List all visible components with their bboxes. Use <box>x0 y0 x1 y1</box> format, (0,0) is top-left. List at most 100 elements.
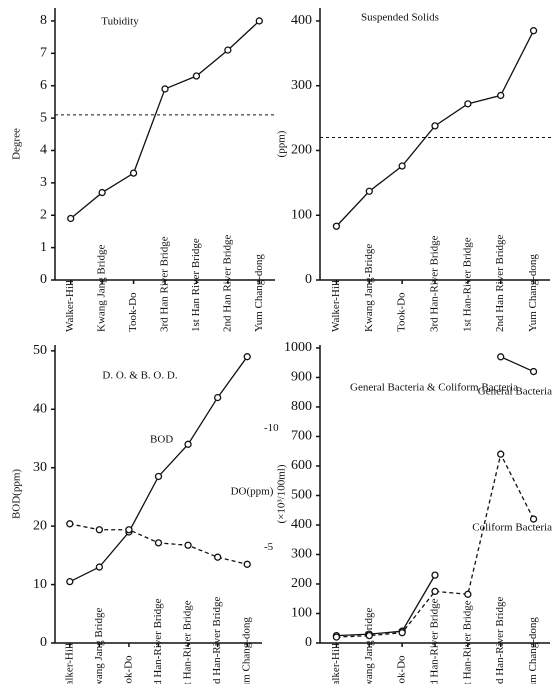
data-point <box>431 571 439 579</box>
x-tick-label: Kwang Jang Bridge <box>363 608 375 684</box>
x-tick-label: 2nd Han River Bridge <box>494 234 506 332</box>
y-tick-label: 300 <box>291 78 312 93</box>
data-point <box>154 539 163 547</box>
chart-title: Suspended Solids <box>361 12 439 24</box>
y-tick-label: 0 <box>40 635 47 650</box>
series-label: General Bacteria <box>478 386 552 398</box>
data-point <box>95 563 104 571</box>
x-tick-label: Yum Chang-dong <box>527 617 539 684</box>
y-tick-label: 6 <box>40 78 47 93</box>
y-tick-label: 50 <box>33 343 47 358</box>
data-point <box>398 162 406 170</box>
data-point <box>529 515 538 523</box>
data-point <box>184 541 192 549</box>
x-tick-label: 1st Han-River Bridge <box>182 600 194 684</box>
y-tick-label: 0 <box>305 635 312 650</box>
x-tick-label: 1st Han-River Bridge <box>461 237 473 332</box>
x-tick-label: Walker-Hill <box>63 643 75 684</box>
chart-title: General Bacteria & Coliform Bacteria <box>350 382 518 394</box>
y-tick-label: 600 <box>291 458 312 473</box>
x-tick-label: 3rd Han River Bridge <box>159 236 171 332</box>
y2-tick-label: -10 <box>264 422 279 434</box>
data-point <box>529 27 538 35</box>
data-point <box>243 353 251 361</box>
y-tick-label: 1000 <box>284 340 312 355</box>
y-tick-label: 40 <box>33 401 47 416</box>
data-point <box>125 526 133 534</box>
y-tick-label: 2 <box>40 207 47 222</box>
y-tick-label: 4 <box>40 143 47 158</box>
x-tick-label: Took-Do <box>122 655 134 684</box>
y-tick-label: 400 <box>291 517 312 532</box>
x-tick-label: 2nd Han River Bridge <box>221 234 233 332</box>
x-tick-label: Kwang Jang Bridge <box>93 608 105 684</box>
y-tick-label: 0 <box>40 272 47 287</box>
y-tick-label: 400 <box>291 13 312 28</box>
data-point <box>224 46 232 54</box>
data-point <box>255 17 263 25</box>
data-point <box>66 520 74 528</box>
data-point <box>66 577 74 586</box>
y-tick-label: 30 <box>33 460 47 475</box>
y-tick-label: 8 <box>40 13 47 28</box>
chart-title: Tubidity <box>101 16 139 28</box>
y-tick-label: 20 <box>33 518 47 533</box>
series-label: BOD <box>150 434 173 446</box>
data-point <box>431 122 439 130</box>
data-point <box>529 367 538 376</box>
y-tick-label: 7 <box>40 46 47 61</box>
y-tick-label: 0 <box>305 272 312 287</box>
data-point <box>398 629 406 637</box>
x-tick-label: 2nd Han-River Bridge <box>211 597 223 684</box>
x-tick-label: Walker-Hill <box>330 280 342 332</box>
data-point <box>67 214 75 223</box>
y-tick-label: 900 <box>291 370 312 385</box>
chart-title: D. O. & B. O. D. <box>102 370 177 382</box>
series-line <box>336 574 436 637</box>
x-tick-label: 2nd Han-River Bridge <box>494 597 506 684</box>
y-tick-label: 200 <box>291 143 312 158</box>
x-tick-label: Kwang Jang Bridge <box>96 245 108 332</box>
x-tick-label: Took-Do <box>396 292 408 332</box>
data-point <box>129 169 138 177</box>
y2-tick-label: -5 <box>264 541 274 553</box>
data-point <box>365 187 373 195</box>
y-tick-label: 700 <box>291 429 312 444</box>
data-point <box>161 85 169 93</box>
data-point <box>213 553 222 561</box>
x-tick-label: 1st Han River Bridge <box>190 238 202 332</box>
x-tick-label: Yum Chang-dong <box>253 254 265 332</box>
series-label: DO(ppm) <box>231 486 274 498</box>
x-tick-label: Took-Do <box>127 292 139 332</box>
x-tick-label: Walker-Hill <box>330 643 342 684</box>
x-tick-label: Kwang Jang-Bridge <box>363 244 375 332</box>
data-point <box>332 633 341 641</box>
data-point <box>365 631 373 640</box>
y-tick-label: 5 <box>40 110 47 125</box>
x-tick-label: 3rd Han-River Bridge <box>429 235 441 332</box>
series-label: Coliform Bacteria <box>472 522 552 534</box>
data-point <box>154 472 163 481</box>
y-axis-label: Degree <box>11 128 23 160</box>
series-line <box>500 356 534 373</box>
y-tick-label: 1 <box>40 240 47 255</box>
y-tick-label: 100 <box>291 207 312 222</box>
x-tick-label: 3rd Han-River Bridge <box>152 598 164 684</box>
data-point <box>213 393 222 402</box>
data-point <box>497 353 505 361</box>
x-tick-label: Yum Chang-dong <box>241 617 253 684</box>
y-tick-label: 200 <box>291 576 312 591</box>
y-tick-label: 100 <box>291 606 312 621</box>
data-point <box>431 587 439 596</box>
data-point <box>95 526 104 534</box>
y-tick-label: 500 <box>291 488 312 503</box>
y-tick-label: 10 <box>33 577 47 592</box>
y-axis-label: (ppm) <box>276 130 288 157</box>
data-point <box>184 440 192 448</box>
y-tick-label: 800 <box>291 399 312 414</box>
x-tick-label: Took-Do <box>396 655 408 684</box>
y-axis-label: (×10³/100ml) <box>276 464 288 523</box>
data-point <box>192 72 201 80</box>
series-line <box>69 356 248 583</box>
